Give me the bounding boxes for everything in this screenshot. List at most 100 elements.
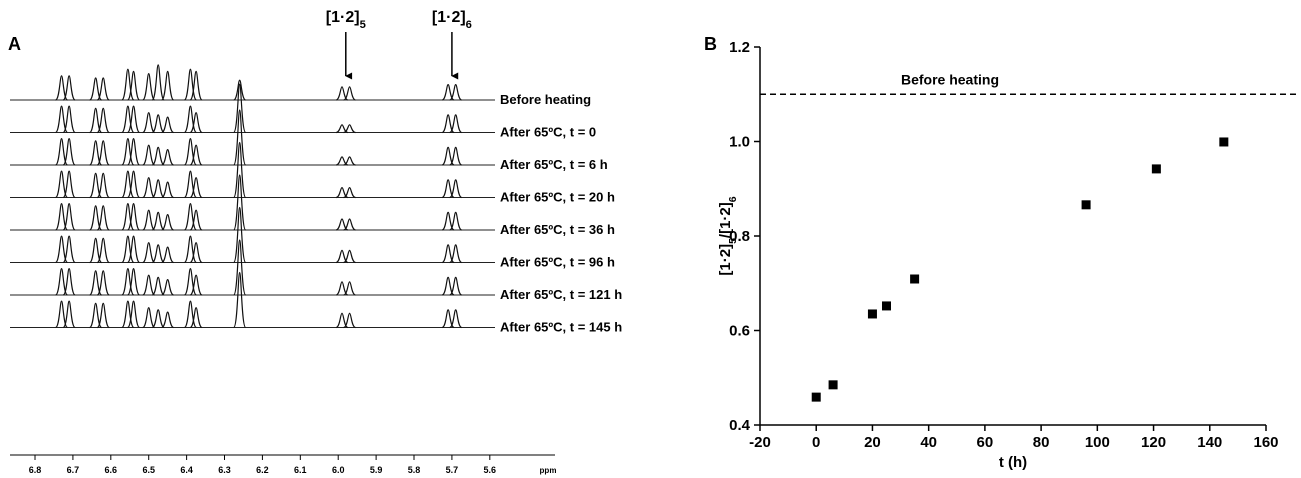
label-subscript: 5 <box>727 238 739 244</box>
spectrum-peak <box>151 244 165 264</box>
spectrum-peak <box>151 146 165 166</box>
spectrum-peak <box>233 271 247 329</box>
spectrum-peak <box>54 75 69 101</box>
reference-label: Before heating <box>901 71 999 87</box>
spectrum-peak <box>142 72 156 101</box>
spectrum-peak <box>126 267 141 296</box>
spectrum-peak <box>96 140 110 166</box>
spectrum-peak <box>151 309 165 329</box>
spectrum-peak <box>89 237 103 264</box>
spectrum-peak <box>62 300 76 329</box>
spectrum-peak <box>89 77 102 101</box>
y-tick-label: 1.2 <box>729 39 750 56</box>
spectrum-peak <box>161 181 174 199</box>
spectrum-peak <box>441 276 455 296</box>
peak-annotation: [1·2]6 <box>432 9 472 31</box>
label-text: [1·2] <box>717 244 734 276</box>
data-point <box>867 309 877 319</box>
spectrum-peak <box>343 281 356 296</box>
spectrum-peak <box>189 242 203 264</box>
spectrum-peak <box>96 270 110 296</box>
label-subscript: 6 <box>727 196 739 202</box>
spectrum-peak <box>449 211 462 231</box>
spectrum-peak <box>343 186 356 199</box>
spectrum-peak <box>142 177 156 199</box>
spectrum-peak <box>62 170 76 199</box>
data-point <box>1081 200 1091 210</box>
spectrum-peak <box>126 137 141 166</box>
spectrum-peak <box>161 70 175 101</box>
spectrum-peak <box>161 311 174 329</box>
spectrum-peak <box>441 244 455 264</box>
x-tick-label: 6.2 <box>256 465 269 475</box>
spectrum-peak <box>233 79 246 101</box>
spectrum-peak <box>96 172 110 199</box>
x-tick-label: 60 <box>977 434 994 451</box>
spectrum-peak <box>183 235 197 264</box>
label-subscript: 6 <box>466 19 472 31</box>
spectrum-peak <box>142 144 156 166</box>
spectrum-peak <box>54 137 69 166</box>
y-tick-label: 0.6 <box>729 323 750 340</box>
spectrum-peak <box>54 300 69 329</box>
x-tick-label: 5.8 <box>408 465 421 475</box>
spectrum-peak <box>189 274 203 296</box>
spectrum-peak <box>121 68 135 101</box>
spectrum-peak <box>151 211 165 231</box>
x-tick-label: 5.9 <box>370 465 383 475</box>
spectrum-peak <box>449 276 462 296</box>
spectrum-peak <box>335 156 349 166</box>
spectrum-peak <box>183 68 197 101</box>
spectrum-peak <box>62 235 76 264</box>
spectrum-label: Before heating <box>500 92 591 107</box>
spectrum-peak <box>343 156 356 166</box>
spectrum-peak <box>142 307 156 329</box>
spectrum-peak <box>96 302 110 329</box>
spectrum-peak <box>151 179 165 199</box>
data-point <box>882 301 891 311</box>
spectrum-peak <box>441 309 455 329</box>
spectrum-peak <box>126 105 141 134</box>
spectrum-peak <box>126 202 141 231</box>
spectrum-peak <box>161 246 174 264</box>
spectrum-peak <box>54 170 69 199</box>
data-point <box>1219 137 1229 147</box>
spectrum-peak <box>343 249 356 264</box>
spectrum-peak <box>449 179 462 199</box>
spectrum-peak <box>62 137 76 166</box>
x-axis-label: t (h) <box>999 454 1027 471</box>
spectrum-peak <box>54 105 69 134</box>
spectrum-peak <box>126 70 141 101</box>
spectrum-peak <box>233 239 247 296</box>
spectrum-peak <box>89 205 103 231</box>
spectrum-peak <box>142 242 156 264</box>
spectrum-peak <box>54 235 69 264</box>
spectrum-peak <box>142 112 156 134</box>
spectrum-peak <box>441 211 455 231</box>
spectrum-peak <box>54 202 69 231</box>
y-tick-label: 0.4 <box>729 417 751 434</box>
spectrum-peak <box>89 172 103 199</box>
label-text: /[1·2] <box>717 202 734 238</box>
spectrum-peak <box>151 114 165 134</box>
peak-annotation: [1·2]5 <box>326 9 366 31</box>
x-axis-label: ppm <box>540 466 557 475</box>
spectrum-peak <box>335 218 349 231</box>
y-tick-label: 0.8 <box>729 228 750 245</box>
spectrum-peak <box>89 270 103 296</box>
spectrum-peak <box>121 137 135 166</box>
spectrum-peak <box>96 205 110 231</box>
x-tick-label: 100 <box>1085 434 1110 451</box>
x-tick-label: -20 <box>749 434 771 451</box>
spectrum-peak <box>449 309 462 329</box>
x-tick-label: 6.5 <box>142 465 155 475</box>
spectrum-label: After 65ºC, t = 20 h <box>500 190 615 205</box>
spectrum-peak <box>183 267 197 296</box>
spectrum-peak <box>62 267 76 296</box>
spectrum-peak <box>335 86 349 101</box>
spectrum-peak <box>121 170 135 199</box>
spectrum-peak <box>343 218 356 231</box>
x-tick-label: 120 <box>1141 434 1166 451</box>
x-tick-label: 5.6 <box>484 465 497 475</box>
spectrum-peak <box>126 170 141 199</box>
